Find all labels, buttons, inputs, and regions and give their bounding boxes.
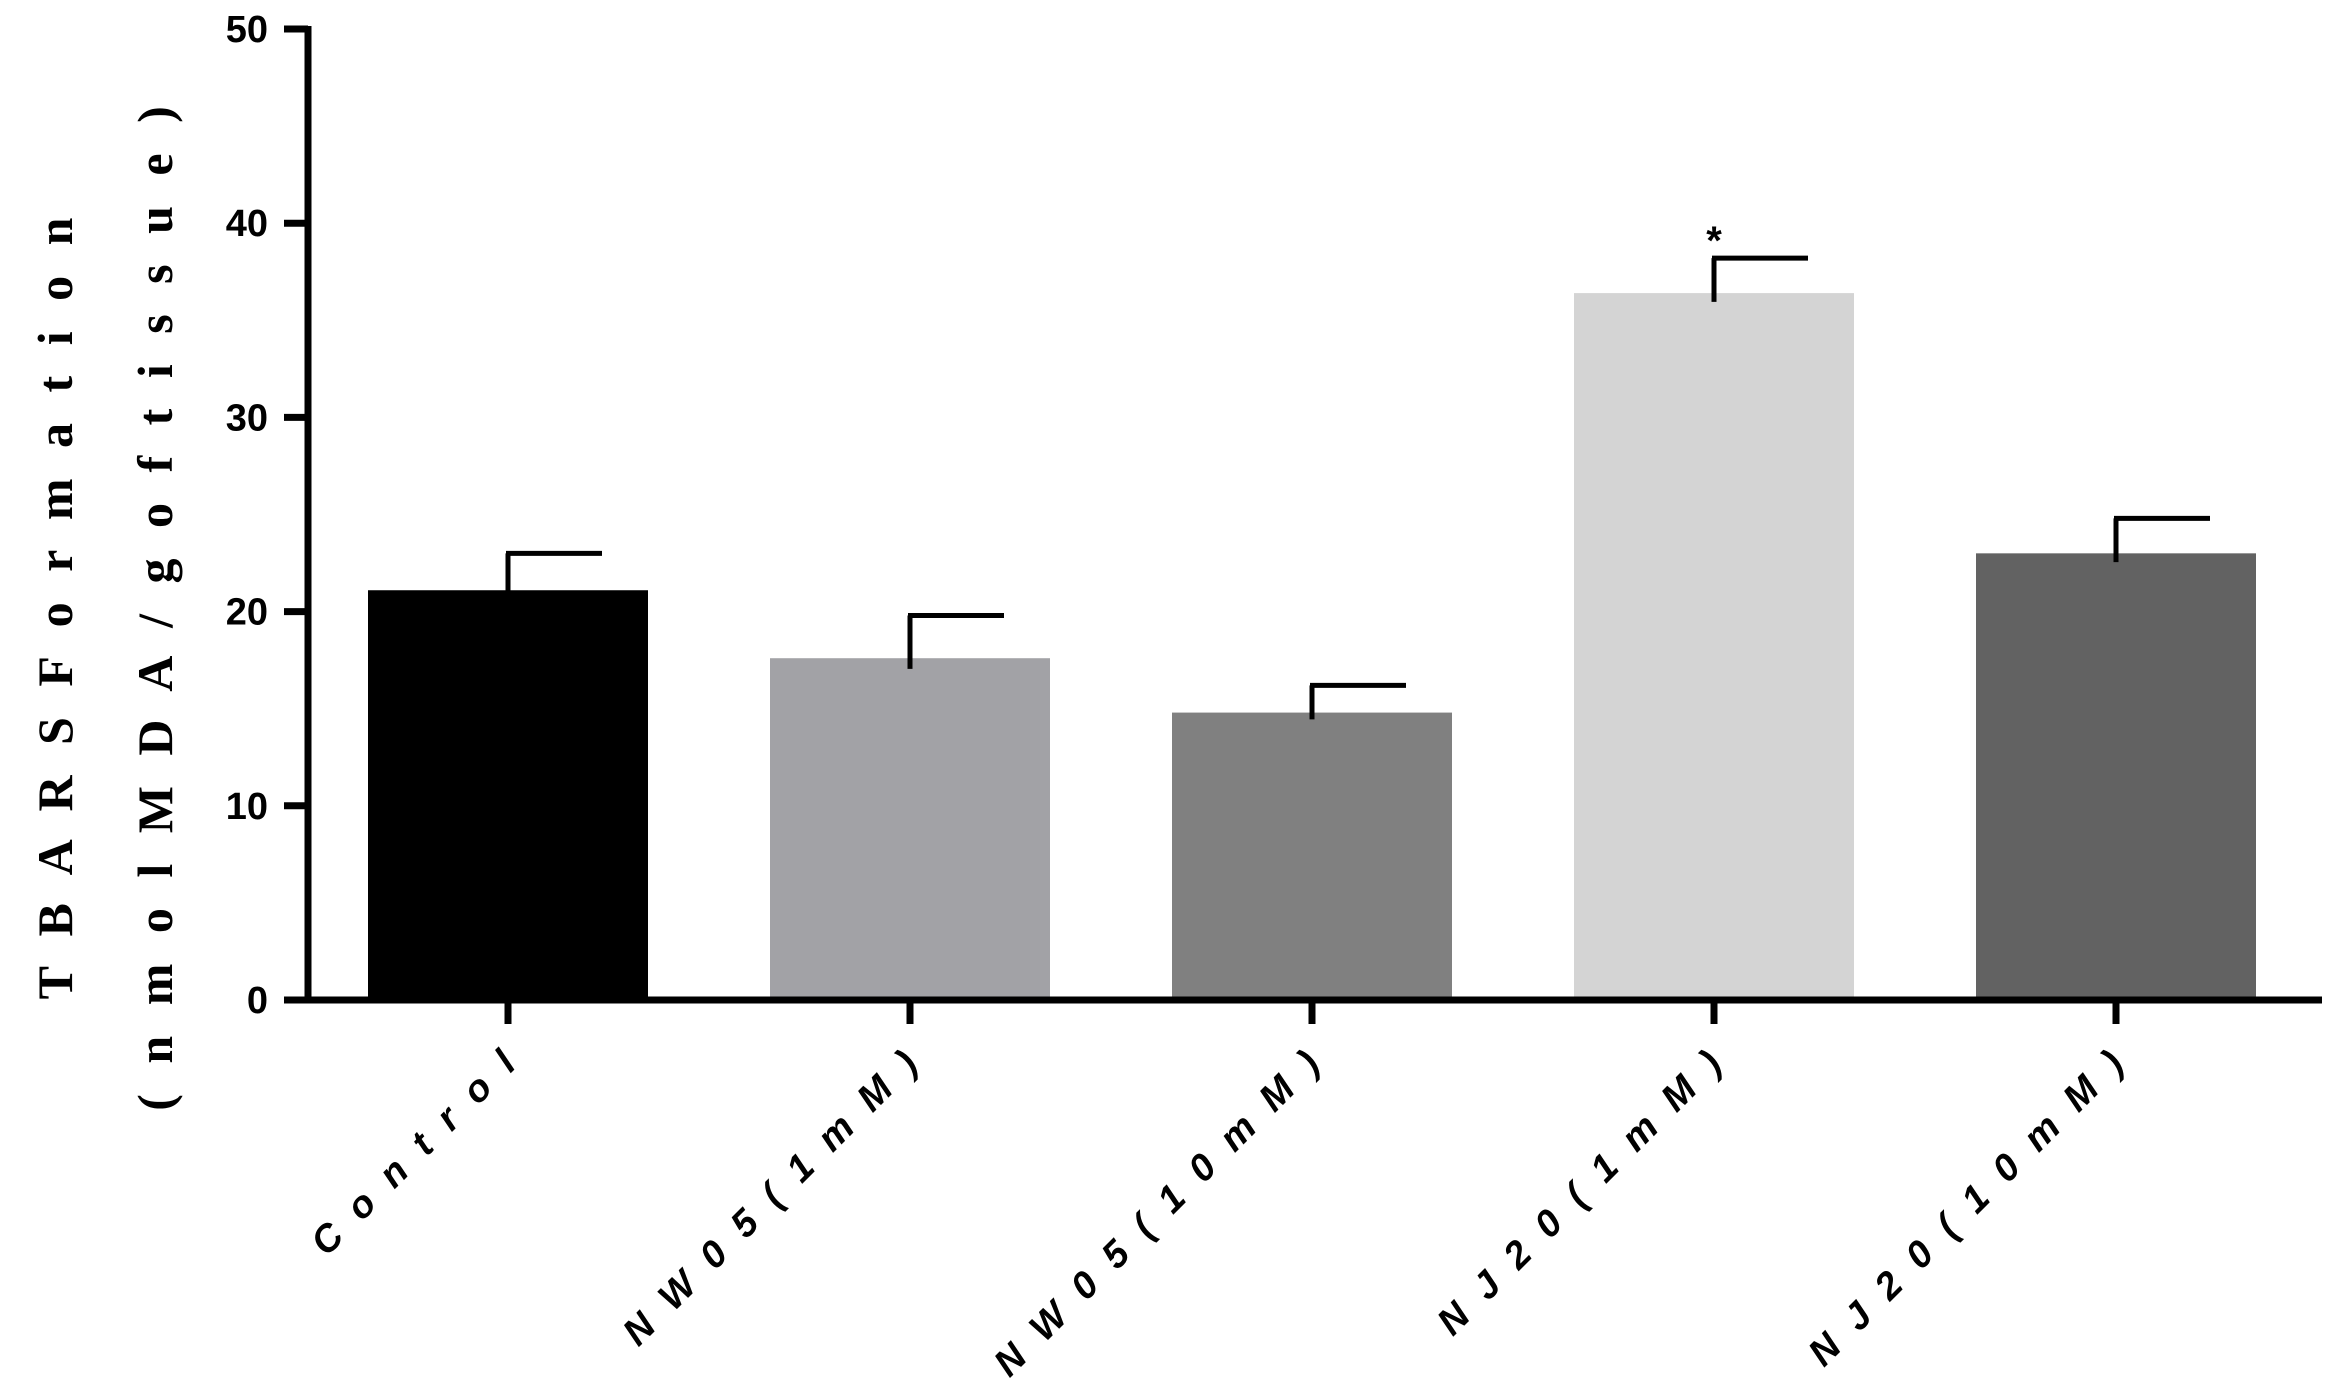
bars-group <box>368 293 2256 1000</box>
error-bar-0 <box>505 550 602 600</box>
significance-marker-3: * <box>1706 219 1722 263</box>
annotations-group: * <box>1706 219 1722 263</box>
y-axis-title-line-1: T B A R S F o r m a t i o n <box>27 209 83 1000</box>
y-axis: 0 10 20 30 40 50 <box>226 9 312 1022</box>
x-category-label-0: C o n t r o l <box>303 1039 528 1264</box>
y-axis-title: T B A R S F o r m a t i o n ( n m o l M … <box>27 97 183 1111</box>
error-bar-3 <box>1711 255 1808 302</box>
bar-2 <box>1172 712 1452 1000</box>
bar-1 <box>770 658 1050 1000</box>
y-axis-title-line-2: ( n m o l M D A / g o f t i s s u e ) <box>127 97 183 1111</box>
y-tick-label-0: 0 <box>247 980 268 1022</box>
x-category-label-1: N W 0 5 ( 1 m M ) <box>615 1039 930 1354</box>
error-bar-4 <box>2113 515 2210 563</box>
x-category-label-3: N J 2 0 ( 1 m M ) <box>1429 1039 1734 1344</box>
error-bar-2 <box>1309 682 1406 720</box>
y-tick-label-4: 40 <box>226 203 268 245</box>
x-category-label-2: N W 0 5 ( 1 0 m M ) <box>986 1039 1332 1384</box>
y-tick-label-3: 30 <box>226 397 268 439</box>
y-tick-label-2: 20 <box>226 592 268 634</box>
y-tick-label-1: 10 <box>226 786 268 828</box>
x-axis: C o n t r o l N W 0 5 ( 1 m M ) N W 0 5 ( … <box>303 996 2322 1384</box>
error-bar-1 <box>907 612 1004 669</box>
bar-4 <box>1976 553 2256 1000</box>
y-tick-label-5: 50 <box>226 9 268 51</box>
bar-0 <box>368 590 648 1000</box>
error-bars-group <box>505 255 2210 720</box>
bar-3 <box>1574 293 1854 1000</box>
x-category-label-4: N J 2 0 ( 1 0 m M ) <box>1801 1039 2137 1375</box>
